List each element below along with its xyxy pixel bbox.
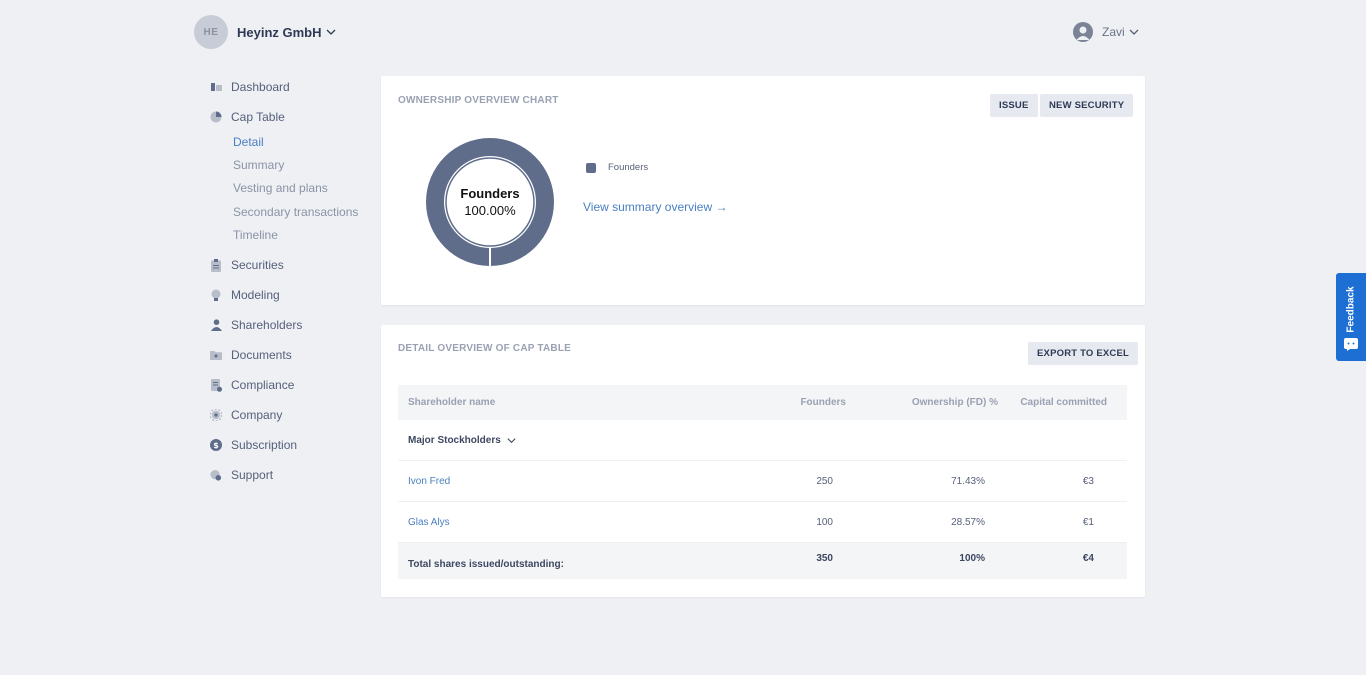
view-summary-link[interactable]: View summary overview → <box>583 200 728 214</box>
submenu-item-detail[interactable]: Detail <box>233 134 264 149</box>
sidebar-item-label: Cap Table <box>231 110 285 124</box>
lightbulb-icon <box>210 289 222 301</box>
total-capital-cell: €4 <box>1082 552 1094 564</box>
table-row: Glas Alys 100 28.57% €1 <box>398 502 1127 543</box>
ownership-overview-card: OWNERSHIP OVERVIEW CHART ISSUE NEW SECUR… <box>381 76 1145 305</box>
sidebar-item-cap-table[interactable]: Cap Table <box>210 102 380 132</box>
donut-center-title: Founders <box>460 186 520 201</box>
support-icon <box>210 469 222 481</box>
table-row: Ivon Fred 250 71.43% €3 <box>398 461 1127 502</box>
chevron-down-icon <box>326 29 335 35</box>
feedback-label: Feedback <box>1345 285 1357 333</box>
sidebar-item-label: Subscription <box>231 438 298 453</box>
sidebar-item-support[interactable]: Support <box>210 460 380 490</box>
group-row-major-stockholders[interactable]: Major Stockholders <box>398 420 1127 461</box>
sidebar-item-modeling[interactable]: Modeling <box>210 280 380 310</box>
person-icon <box>210 319 222 332</box>
sidebar-item-label: Modeling <box>231 288 280 303</box>
detail-overview-card: DETAIL OVERVIEW OF CAP TABLE EXPORT TO E… <box>381 325 1145 597</box>
submenu-item-secondary[interactable]: Secondary transactions <box>233 204 359 219</box>
sidebar-item-company[interactable]: Company <box>210 400 380 430</box>
chevron-down-icon <box>507 437 516 443</box>
sidebar: Dashboard Cap Table Detail Summary Vesti… <box>210 72 380 490</box>
donut-inner-ring <box>445 157 535 247</box>
sidebar-item-label: Support <box>231 468 274 483</box>
ownership-card-title: OWNERSHIP OVERVIEW CHART <box>398 95 559 106</box>
company-avatar: HE <box>194 15 228 49</box>
new-security-button[interactable]: NEW SECURITY <box>1040 94 1134 117</box>
sidebar-item-label: Dashboard <box>231 80 290 94</box>
group-label: Major Stockholders <box>408 434 501 446</box>
legend-label: Founders <box>608 162 649 173</box>
chevron-down-icon <box>1129 29 1139 35</box>
total-label: Total shares issued/outstanding: <box>408 558 564 570</box>
company-switcher[interactable]: HE Heyinz GmbH <box>194 15 337 49</box>
total-row: Total shares issued/outstanding: 350 100… <box>398 543 1127 579</box>
sidebar-item-label: Shareholders <box>231 318 303 333</box>
company-name: Heyinz GmbH <box>237 24 322 40</box>
founders-cell: 100 <box>816 516 833 528</box>
dollar-icon: $ <box>210 439 222 452</box>
issue-button[interactable]: ISSUE <box>990 94 1038 117</box>
sidebar-item-compliance[interactable]: Compliance <box>210 370 380 400</box>
capital-cell: €3 <box>1082 475 1094 487</box>
feedback-tab[interactable]: Feedback <box>1336 273 1366 361</box>
founders-cell: 250 <box>816 475 833 487</box>
folder-icon <box>210 349 222 361</box>
shareholder-link[interactable]: Ivon Fred <box>408 475 451 487</box>
sidebar-item-securities[interactable]: Securities <box>210 250 380 280</box>
sidebar-item-label: Compliance <box>231 378 295 393</box>
document-check-icon <box>210 378 222 392</box>
shareholder-link[interactable]: Glas Alys <box>408 516 450 528</box>
donut-center-value: 100.00% <box>464 203 516 218</box>
svg-text:$: $ <box>213 441 219 450</box>
sidebar-item-shareholders[interactable]: Shareholders <box>210 310 380 340</box>
donut-center-label: Founders 100.00% <box>425 137 555 267</box>
column-header-ownership[interactable]: Ownership (FD) % <box>911 397 998 408</box>
submenu-item-timeline[interactable]: Timeline <box>233 227 278 242</box>
user-name: Zavi <box>1102 25 1125 39</box>
pie-chart-icon <box>210 111 222 123</box>
detail-card-title: DETAIL OVERVIEW OF CAP TABLE <box>398 343 572 354</box>
column-header-shareholder[interactable]: Shareholder name <box>408 397 496 408</box>
legend-swatch <box>586 162 596 173</box>
capital-cell: €1 <box>1082 516 1094 528</box>
export-to-excel-button[interactable]: EXPORT TO EXCEL <box>1028 342 1139 365</box>
clipboard-icon <box>210 258 222 272</box>
sidebar-item-label: Company <box>231 408 283 423</box>
sidebar-item-label: Documents <box>231 348 292 363</box>
user-menu[interactable]: Zavi <box>1073 22 1140 42</box>
sidebar-item-dashboard[interactable]: Dashboard <box>210 72 380 102</box>
ownership-cell: 71.43% <box>951 475 985 487</box>
sidebar-item-documents[interactable]: Documents <box>210 340 380 370</box>
user-avatar-icon <box>1073 22 1093 42</box>
gear-icon <box>210 409 222 422</box>
cap-table: Shareholder name Founders Ownership (FD)… <box>398 385 1127 579</box>
column-header-capital[interactable]: Capital committed <box>1020 397 1107 408</box>
chat-icon <box>1344 338 1358 351</box>
sidebar-item-label: Securities <box>231 258 284 273</box>
total-founders-cell: 350 <box>816 552 833 564</box>
ownership-donut-chart <box>426 138 554 267</box>
submenu-item-summary[interactable]: Summary <box>233 157 285 172</box>
column-header-founders[interactable]: Founders <box>800 397 846 408</box>
ownership-cell: 28.57% <box>951 516 985 528</box>
chart-legend: Founders <box>586 162 648 173</box>
submenu-item-vesting[interactable]: Vesting and plans <box>233 181 328 196</box>
total-ownership-cell: 100% <box>959 552 985 564</box>
dashboard-icon <box>210 81 222 93</box>
sidebar-item-subscription[interactable]: $ Subscription <box>210 430 380 460</box>
cap-table-submenu: Detail Summary Vesting and plans Seconda… <box>233 130 380 246</box>
table-header: Shareholder name Founders Ownership (FD)… <box>398 385 1127 420</box>
